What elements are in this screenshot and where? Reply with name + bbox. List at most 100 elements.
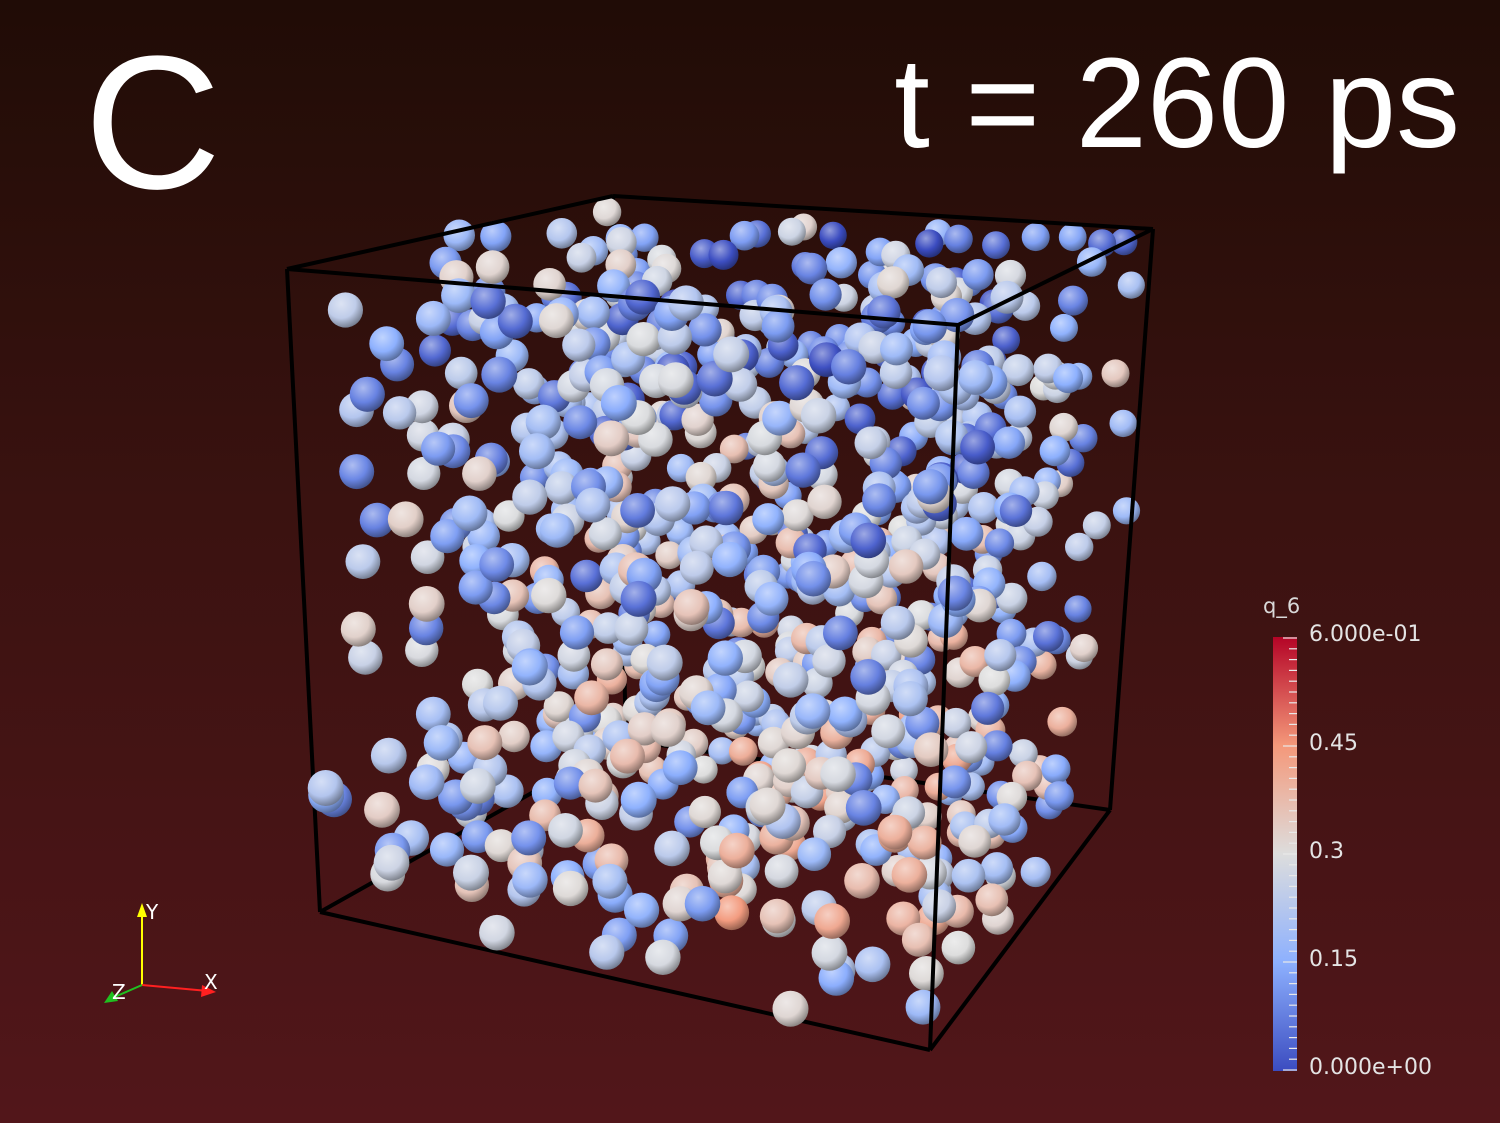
particle-sphere	[519, 433, 555, 470]
particle-sphere	[654, 830, 690, 867]
particle-sphere	[719, 832, 755, 869]
particle-sphere	[708, 490, 744, 526]
x-axis-line	[141, 984, 209, 992]
particle-sphere	[441, 278, 476, 313]
particle-sphere	[892, 681, 928, 717]
particle-sphere	[957, 457, 990, 489]
colorbar-tick-0.15: 0.15	[1309, 947, 1358, 972]
particle-sphere	[429, 832, 465, 867]
particle-sphere	[854, 946, 891, 983]
particle-sphere	[415, 300, 451, 336]
particle-sphere	[984, 528, 1015, 558]
particle-sphere	[877, 814, 913, 850]
particle-sphere	[753, 449, 786, 483]
particle-sphere	[713, 336, 750, 373]
particle-sphere	[941, 930, 976, 965]
particle-sphere	[982, 231, 1010, 259]
particle-sphere	[729, 220, 760, 251]
particle-sphere	[825, 247, 857, 279]
particle-sphere	[844, 863, 880, 899]
particle-sphere	[958, 825, 992, 858]
particle-sphere	[620, 493, 655, 528]
particle-sphere	[483, 685, 518, 721]
colorbar-min-label: 0.000e+00	[1309, 1055, 1432, 1080]
particle-sphere	[657, 362, 694, 398]
particle-sphere	[690, 690, 726, 726]
particle-sphere	[458, 570, 493, 605]
particle-sphere	[548, 813, 583, 848]
particle-sphere	[871, 714, 906, 749]
particle-sphere	[771, 748, 807, 783]
particle-sphere	[553, 766, 588, 800]
particle-sphere	[1117, 271, 1145, 299]
particle-sphere	[845, 790, 882, 826]
particle-sphere	[588, 517, 622, 551]
particle-sphere	[1053, 363, 1084, 394]
particle-sphere	[984, 639, 1017, 672]
particle-sphere	[484, 829, 518, 863]
particle-sphere	[785, 452, 821, 488]
particle-sphere	[525, 404, 561, 440]
particle-sphere	[844, 403, 876, 435]
particle-sphere	[590, 648, 624, 681]
particle-sphere	[340, 611, 376, 647]
particle-sphere	[971, 691, 1005, 725]
particle-sphere	[996, 582, 1028, 614]
particle-sphere	[479, 914, 515, 951]
particle-sphere	[307, 770, 344, 806]
particle-sphere	[1002, 354, 1035, 387]
particle-sphere	[654, 486, 691, 522]
particle-sphere	[467, 725, 503, 761]
particle-sphere	[642, 620, 671, 649]
particle-sphere	[915, 229, 944, 258]
particle-sphere	[781, 499, 814, 532]
particle-sphere	[688, 313, 722, 347]
particle-sphere	[779, 365, 815, 401]
particle-sphere	[349, 376, 385, 412]
particle-sphere	[728, 736, 758, 766]
particle-sphere	[823, 615, 858, 651]
particle-sphere	[407, 456, 441, 490]
particle-sphere	[1020, 856, 1051, 888]
particle-sphere	[1082, 511, 1111, 540]
particle-sphere	[981, 730, 1013, 762]
particle-sphere	[498, 720, 530, 753]
particle-sphere	[327, 292, 363, 328]
particle-sphere	[797, 837, 832, 871]
x-axis-label: X	[204, 970, 218, 994]
particle-sphere	[827, 696, 863, 732]
particle-sphere	[992, 426, 1026, 459]
particle-sphere	[480, 220, 512, 252]
particle-sphere	[430, 519, 465, 554]
particle-sphere	[759, 898, 795, 934]
particle-sphere	[610, 738, 645, 774]
particle-sphere	[443, 219, 476, 252]
particle-sphere	[901, 922, 936, 957]
particle-sphere	[831, 349, 867, 385]
particle-sphere	[552, 870, 589, 907]
particle-sphere	[462, 456, 497, 491]
y-axis-label: Y	[145, 900, 159, 924]
particle-sphere	[606, 227, 637, 258]
particle-sphere	[820, 756, 856, 792]
particle-sphere	[533, 268, 566, 301]
particle-sphere	[1058, 223, 1087, 252]
particle-sphere	[877, 266, 910, 299]
particle-sphere	[370, 737, 407, 774]
particle-sphere	[812, 644, 846, 678]
particle-sphere	[662, 750, 698, 786]
particle-sphere	[1041, 754, 1071, 784]
particle-sphere	[479, 547, 515, 582]
particle-sphere	[712, 541, 748, 578]
particle-sphere	[359, 502, 395, 538]
particle-sphere	[940, 707, 972, 739]
particle-sphere	[451, 495, 488, 532]
particle-sphere	[907, 825, 942, 860]
particle-sphere	[1065, 532, 1094, 562]
particle-sphere	[589, 934, 625, 970]
particle-sphere	[1012, 760, 1043, 791]
particle-sphere	[1044, 781, 1074, 811]
particle-sphere	[512, 479, 548, 515]
particle-sphere	[679, 550, 714, 585]
